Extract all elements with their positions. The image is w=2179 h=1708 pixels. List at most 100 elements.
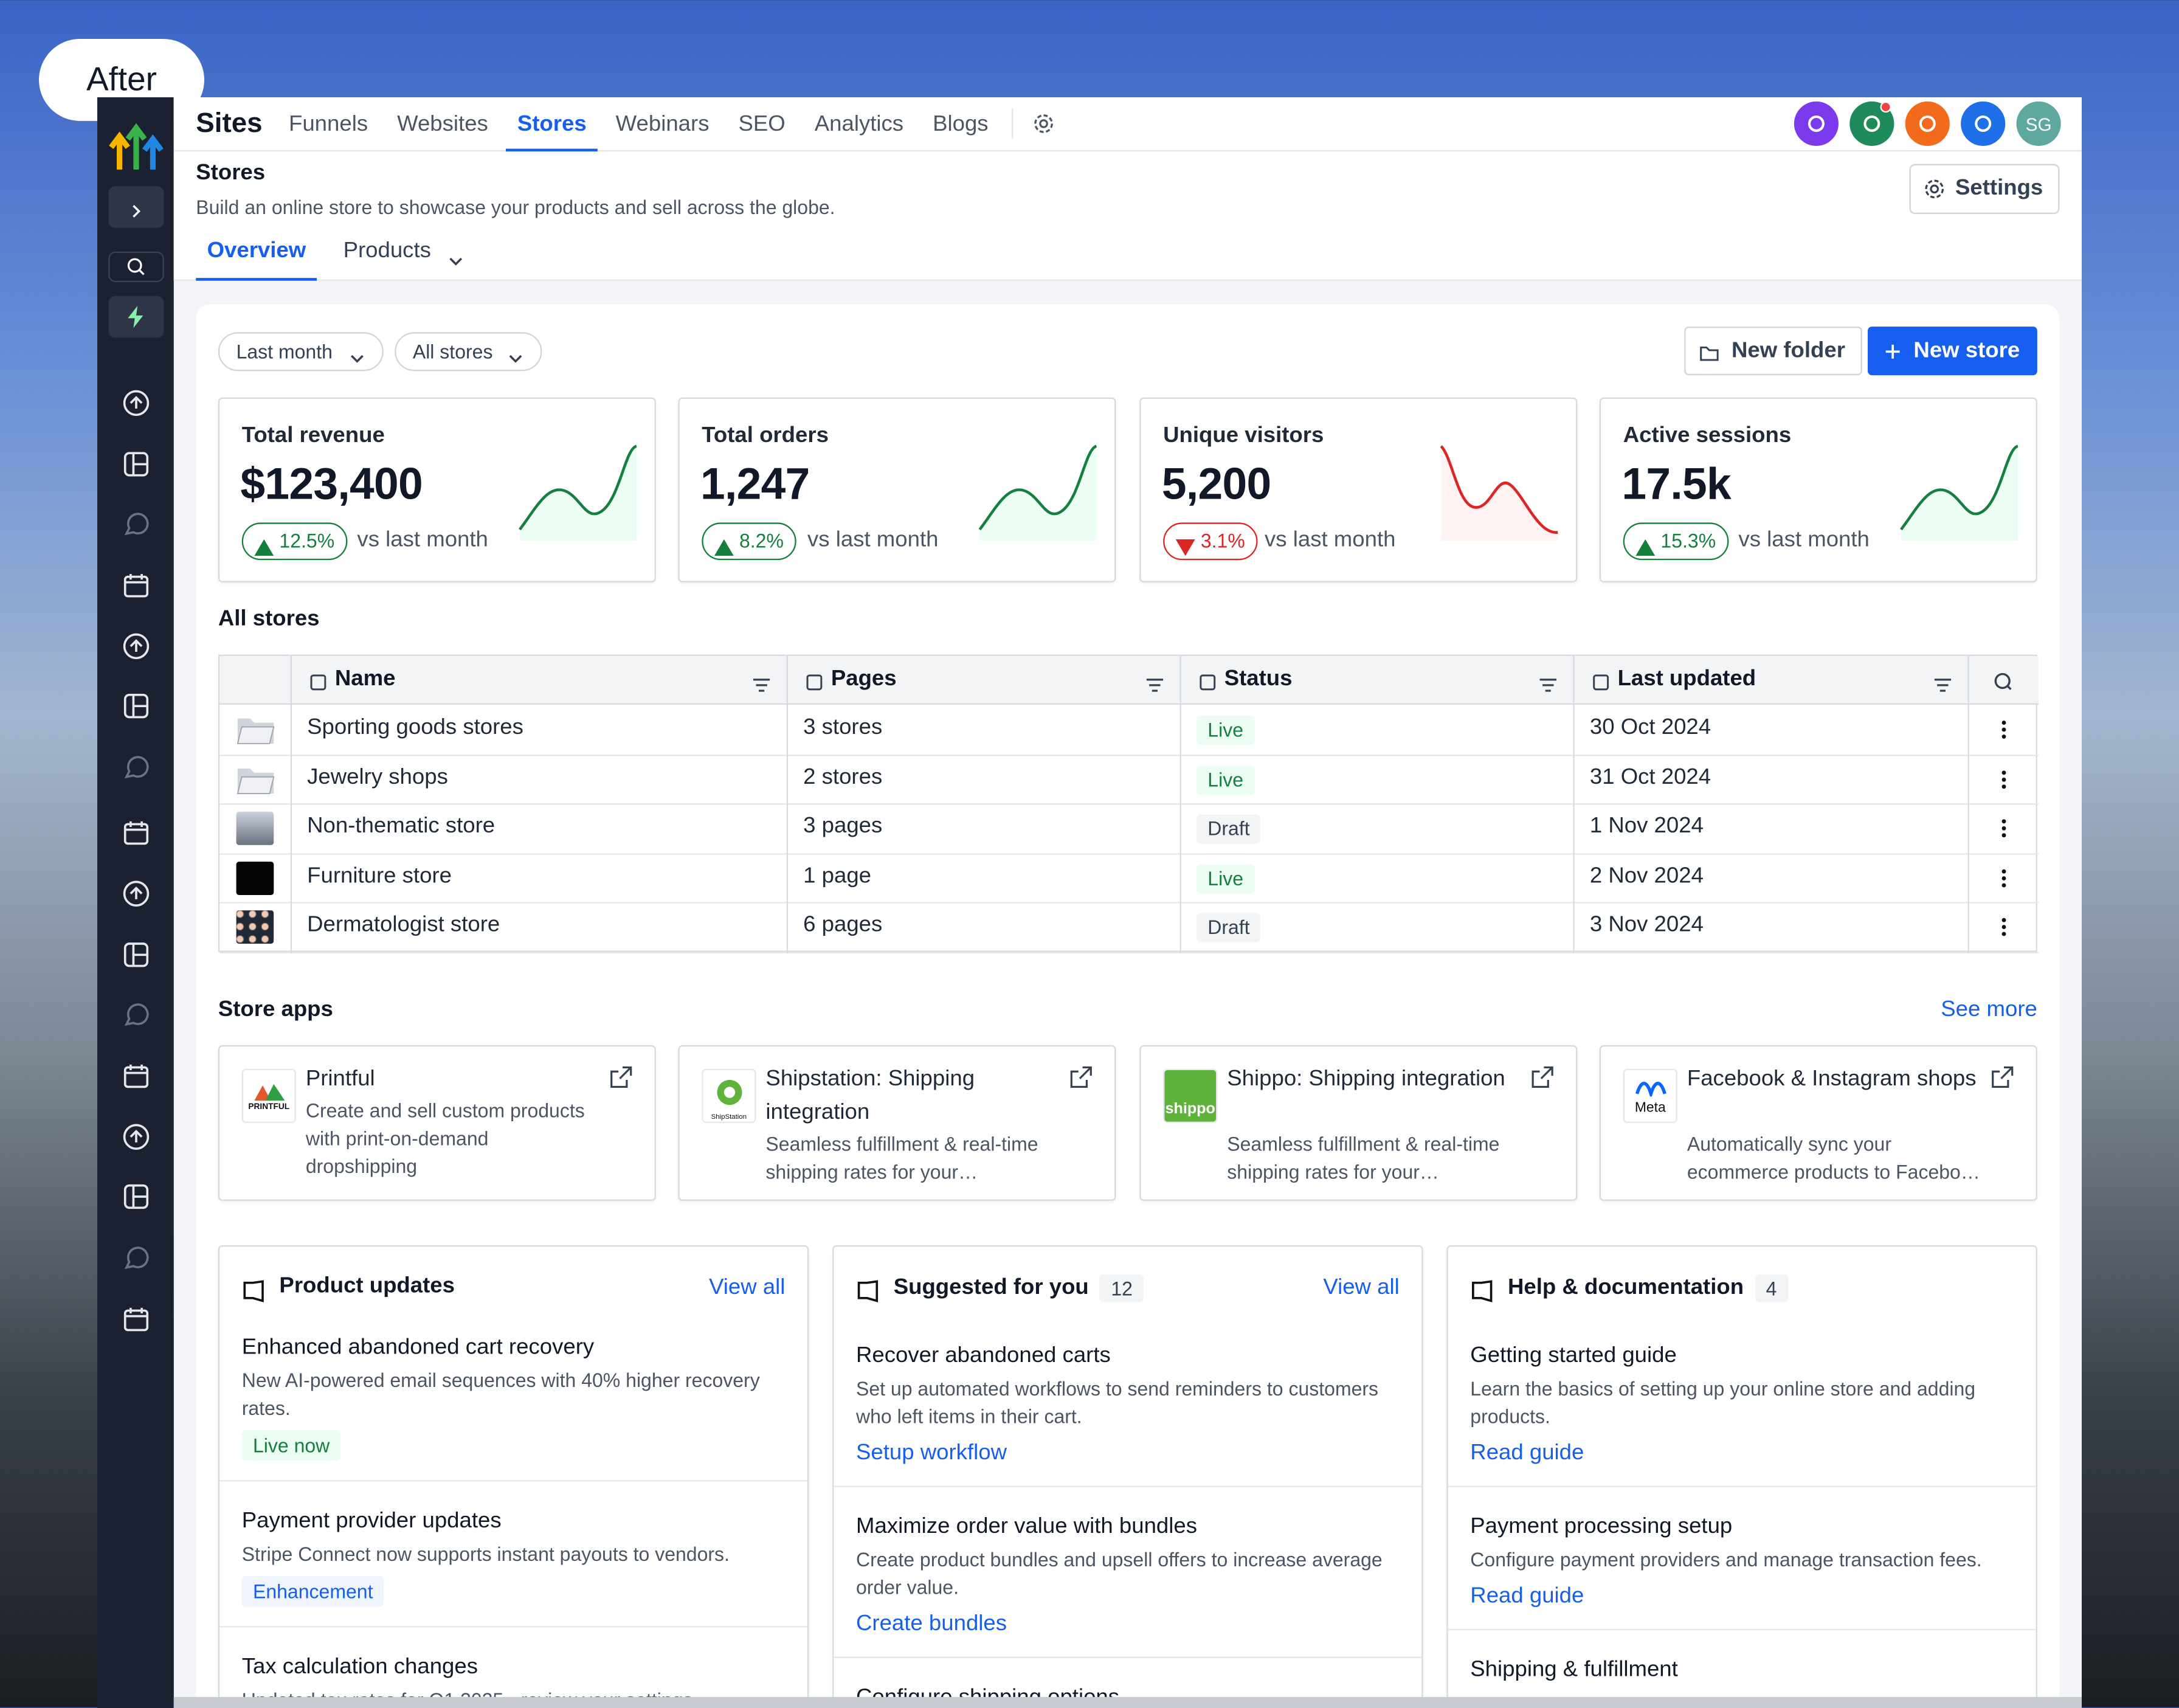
filter-icon[interactable] xyxy=(1146,674,1164,692)
app-card[interactable]: ShipStation Shipstation: Shipping integra… xyxy=(678,1045,1116,1201)
icon-part xyxy=(1593,674,1609,691)
nav-tab[interactable]: Funnels xyxy=(288,111,368,136)
filter-icon[interactable] xyxy=(1934,674,1952,692)
nav-icon[interactable] xyxy=(122,818,150,846)
icon-part xyxy=(1919,115,1936,132)
filter-dropdown[interactable]: All stores xyxy=(395,332,542,372)
notifications[interactable] xyxy=(1905,101,1950,146)
store-name[interactable]: Furniture store xyxy=(307,864,452,888)
sub-tab[interactable]: Products xyxy=(343,239,431,263)
item-action[interactable]: Read guide xyxy=(1470,1441,1584,1465)
metric-label: Total revenue xyxy=(241,424,385,448)
cell-text: 3 stores xyxy=(803,716,883,739)
store-name[interactable]: Sporting goods stores xyxy=(307,716,523,739)
panel-item: Shipping & fulfillment xyxy=(1448,1628,2036,1706)
nav-tab[interactable]: Blogs xyxy=(933,111,989,136)
item-title: Maximize order value with bundles xyxy=(855,1515,1198,1539)
icon-part xyxy=(2001,932,2006,937)
help[interactable] xyxy=(1961,101,2006,146)
filter-icon[interactable] xyxy=(1539,674,1556,692)
change-arrow xyxy=(1175,532,1195,556)
logo-mark xyxy=(1634,1080,1668,1100)
nav-icon[interactable] xyxy=(122,1001,150,1029)
notifications-glyph xyxy=(1918,114,1937,133)
icon-part xyxy=(310,674,326,691)
icon-part xyxy=(2001,925,2006,930)
store-thumbnail xyxy=(236,812,274,846)
nav-icon[interactable] xyxy=(122,510,150,538)
icon-part xyxy=(1146,679,1164,692)
view-all-link[interactable]: View all xyxy=(709,1276,786,1300)
view-all-link[interactable]: View all xyxy=(1323,1276,1400,1300)
column-header[interactable]: Name xyxy=(334,667,396,691)
item-action[interactable]: Create bundles xyxy=(855,1612,1007,1636)
icon-part xyxy=(123,1124,150,1150)
new-folder-button[interactable]: New folder xyxy=(1684,327,1862,376)
app-card[interactable]: Meta Facebook & Instagram shops Automatica… xyxy=(1599,1045,2037,1201)
icon-part xyxy=(1034,114,1054,133)
item-action[interactable]: Read guide xyxy=(1470,1584,1584,1608)
see-more-link[interactable]: See more xyxy=(1941,998,2037,1022)
icon-part xyxy=(129,639,143,652)
info-panel: Suggested for you 12 View all Recover aband… xyxy=(832,1245,1423,1708)
app-card[interactable]: PRINTFUL Printful Create and sell custom p… xyxy=(218,1045,656,1201)
panel-title: Product updates xyxy=(279,1274,455,1298)
nav-icon[interactable] xyxy=(122,692,150,720)
item-action[interactable]: Setup workflow xyxy=(855,1441,1007,1465)
nav-tab[interactable]: Stores xyxy=(506,97,598,151)
avatar[interactable]: SG xyxy=(2016,101,2061,146)
column-header[interactable]: Status xyxy=(1224,667,1293,691)
ai-assistant[interactable] xyxy=(1794,101,1839,146)
store-name[interactable]: Jewelry shops xyxy=(307,765,448,789)
nav-tab[interactable]: SEO xyxy=(738,111,786,136)
icon-part xyxy=(1992,1066,2014,1088)
nav-icon[interactable] xyxy=(122,1062,150,1090)
external-link xyxy=(1532,1066,1554,1088)
nav-icon[interactable] xyxy=(122,753,150,781)
nav-icon[interactable] xyxy=(122,571,150,599)
filter-dropdown[interactable]: Last month xyxy=(218,332,384,372)
icon-part xyxy=(123,880,150,907)
item-text: New AI-powered email sequences with 40% … xyxy=(241,1369,760,1419)
app-card[interactable]: shippo Shippo: Shipping integration Seamle… xyxy=(1139,1045,1578,1201)
column-header[interactable]: Pages xyxy=(831,667,897,691)
icon-part xyxy=(1175,539,1195,556)
item-title: Enhanced abandoned cart recovery xyxy=(241,1335,595,1360)
settings-gear[interactable] xyxy=(1033,112,1055,135)
store-name[interactable]: Dermatologist store xyxy=(307,913,500,938)
icon-part xyxy=(123,821,149,845)
app-description: Seamless fulfillment & real-time shippin… xyxy=(1227,1132,1500,1183)
sub-tab[interactable]: Overview xyxy=(196,239,317,281)
external-link xyxy=(1991,1066,2014,1088)
icon-part xyxy=(2001,876,2006,880)
settings-button[interactable]: Settings xyxy=(1909,164,2060,214)
row-menu[interactable] xyxy=(2001,868,2006,888)
nav-tab[interactable]: Websites xyxy=(397,111,488,136)
icon-part xyxy=(2006,684,2012,690)
nav-icon[interactable] xyxy=(122,1123,150,1151)
row-divider xyxy=(219,902,2039,904)
nav-icon[interactable] xyxy=(122,1305,150,1333)
icon-part xyxy=(2001,819,2006,838)
icon-part xyxy=(2001,721,2006,725)
column-header[interactable]: Last updated xyxy=(1617,667,1756,691)
filter-icon[interactable] xyxy=(753,674,770,692)
icon-part xyxy=(1934,679,1952,692)
row-menu[interactable] xyxy=(2001,819,2006,838)
nav-icon[interactable] xyxy=(122,1244,150,1272)
nav-icon[interactable] xyxy=(122,880,150,908)
row-menu[interactable] xyxy=(2001,720,2006,739)
store-name[interactable]: Non-thematic store xyxy=(307,814,496,838)
search-button[interactable] xyxy=(108,251,164,282)
icon-part xyxy=(2001,869,2006,874)
nav-icon[interactable] xyxy=(122,941,150,969)
row-menu[interactable] xyxy=(2001,769,2006,789)
metric-label: Total orders xyxy=(702,424,829,448)
nav-icon[interactable] xyxy=(122,632,150,660)
nav-icon[interactable] xyxy=(122,451,150,479)
nav-tab[interactable]: Analytics xyxy=(814,111,904,136)
nav-icon[interactable] xyxy=(122,389,150,417)
nav-icon[interactable] xyxy=(122,1183,150,1211)
row-menu[interactable] xyxy=(2001,918,2006,937)
nav-tab[interactable]: Webinars xyxy=(615,111,710,136)
